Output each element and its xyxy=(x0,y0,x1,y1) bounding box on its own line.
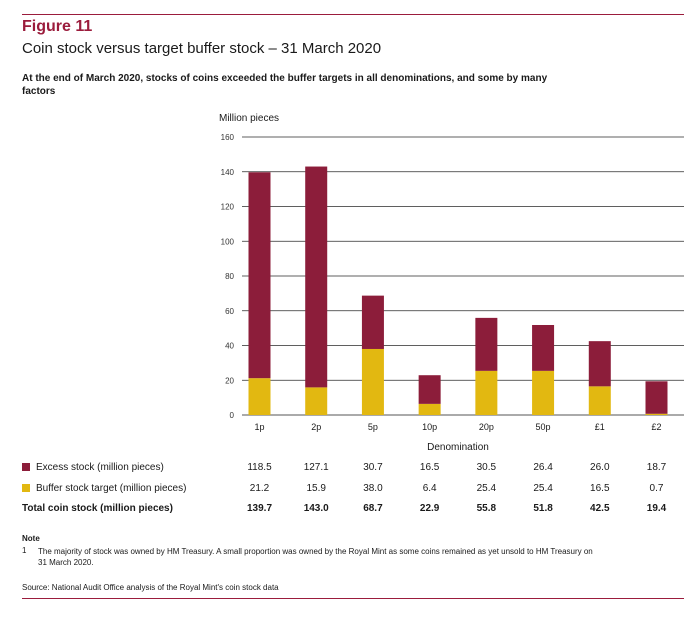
x-tick-label: 50p xyxy=(536,422,551,432)
y-tick-label: 60 xyxy=(225,307,234,316)
table-row: Buffer stock target (million pieces) 21.2… xyxy=(22,483,692,499)
bar-buffer-5p xyxy=(361,348,384,415)
table-cell: 139.7 xyxy=(246,503,273,514)
chart-subtitle: At the end of March 2020, stocks of coin… xyxy=(22,73,548,97)
table-cell: 25.4 xyxy=(533,483,553,494)
row-label: Buffer stock target (million pieces) xyxy=(22,483,186,494)
table-row: Excess stock (million pieces) 118.5 127.1 3… xyxy=(22,462,692,478)
table-cell: 16.5 xyxy=(590,483,610,494)
note-text: The majority of stock was owned by HM Tr… xyxy=(38,547,593,567)
row-label-text: Buffer stock target (million pieces) xyxy=(36,483,187,494)
bar-excess-20p xyxy=(475,317,498,371)
note-heading: Note xyxy=(22,534,40,543)
bar-excess-10p xyxy=(418,375,441,404)
bar-buffer-1p xyxy=(248,378,271,415)
x-tick-label: £1 xyxy=(595,422,605,432)
bar-buffer-£1 xyxy=(588,386,611,415)
y-tick-label: 160 xyxy=(221,133,235,142)
table-cell: 55.8 xyxy=(476,503,497,514)
bar-excess-2p xyxy=(305,166,328,388)
legend-swatch xyxy=(22,484,30,492)
x-tick-label: £2 xyxy=(651,422,661,432)
table-cell: 127.1 xyxy=(303,462,329,473)
source-text: Source: National Audit Office analysis o… xyxy=(22,583,279,592)
y-tick-label: 40 xyxy=(225,342,234,351)
figure-label: Figure 11 xyxy=(22,18,93,35)
bar-buffer-50p xyxy=(532,370,555,415)
table-cell: 16.5 xyxy=(419,462,440,473)
bottom-rule xyxy=(22,598,684,599)
note-number: 1 xyxy=(22,546,27,555)
table-cell: 68.7 xyxy=(363,503,383,514)
table-cell: 22.9 xyxy=(419,503,440,514)
stacked-bar-chart: Million pieces 0 20 40 60 80 100 120 140 160 1p 2p 5… xyxy=(219,113,684,453)
top-rule xyxy=(22,14,684,15)
table-cell: 42.5 xyxy=(590,503,610,514)
x-tick-label: 10p xyxy=(422,422,437,432)
bar-buffer-20p xyxy=(475,370,498,415)
table-row: Total coin stock (million pieces) 139.7 14… xyxy=(22,503,692,519)
bar-buffer-10p xyxy=(418,403,441,415)
x-tick-label: 1p xyxy=(254,422,264,432)
y-tick-label: 120 xyxy=(221,203,235,212)
x-tick-label: 20p xyxy=(479,422,494,432)
table-cell: 143.0 xyxy=(303,503,329,514)
table-cell: 26.4 xyxy=(533,462,553,473)
table-cell: 118.5 xyxy=(247,462,272,473)
bar-excess-£2 xyxy=(645,381,668,414)
x-tick-label: 2p xyxy=(311,422,321,432)
table-cell: 0.7 xyxy=(649,483,664,494)
table-cell: 30.5 xyxy=(476,462,497,473)
y-tick-label: 20 xyxy=(225,376,234,385)
bar-excess-£1 xyxy=(588,341,611,387)
row-label: Total coin stock (million pieces) xyxy=(22,503,173,514)
bar-buffer-£2 xyxy=(645,413,668,415)
x-axis-label: Denomination xyxy=(427,442,489,453)
table-cell: 19.4 xyxy=(646,503,667,514)
figure-title: Coin stock versus target buffer stock – … xyxy=(22,40,382,57)
bar-buffer-2p xyxy=(305,387,328,415)
y-tick-label: 0 xyxy=(230,411,235,420)
bar-excess-5p xyxy=(361,295,384,349)
bar-excess-1p xyxy=(248,172,271,379)
table-cell: 51.8 xyxy=(533,503,553,514)
table-cell: 15.9 xyxy=(306,483,326,494)
row-label-text: Excess stock (million pieces) xyxy=(36,462,164,473)
table-cell: 18.7 xyxy=(646,462,667,473)
row-label-text: Total coin stock (million pieces) xyxy=(22,503,173,514)
legend-swatch xyxy=(22,463,30,471)
table-cell: 25.4 xyxy=(476,483,497,494)
bar-excess-50p xyxy=(532,324,555,371)
y-tick-label: 140 xyxy=(221,168,235,177)
x-tick-label: 5p xyxy=(368,422,378,432)
table-cell: 6.4 xyxy=(422,483,437,494)
y-axis-label: Million pieces xyxy=(219,113,279,124)
table-cell: 38.0 xyxy=(363,483,383,494)
y-tick-label: 80 xyxy=(225,272,234,281)
table-cell: 30.7 xyxy=(363,462,383,473)
y-tick-label: 100 xyxy=(221,237,235,246)
row-label: Excess stock (million pieces) xyxy=(22,462,164,473)
table-cell: 21.2 xyxy=(249,483,270,494)
table-cell: 26.0 xyxy=(590,462,610,473)
